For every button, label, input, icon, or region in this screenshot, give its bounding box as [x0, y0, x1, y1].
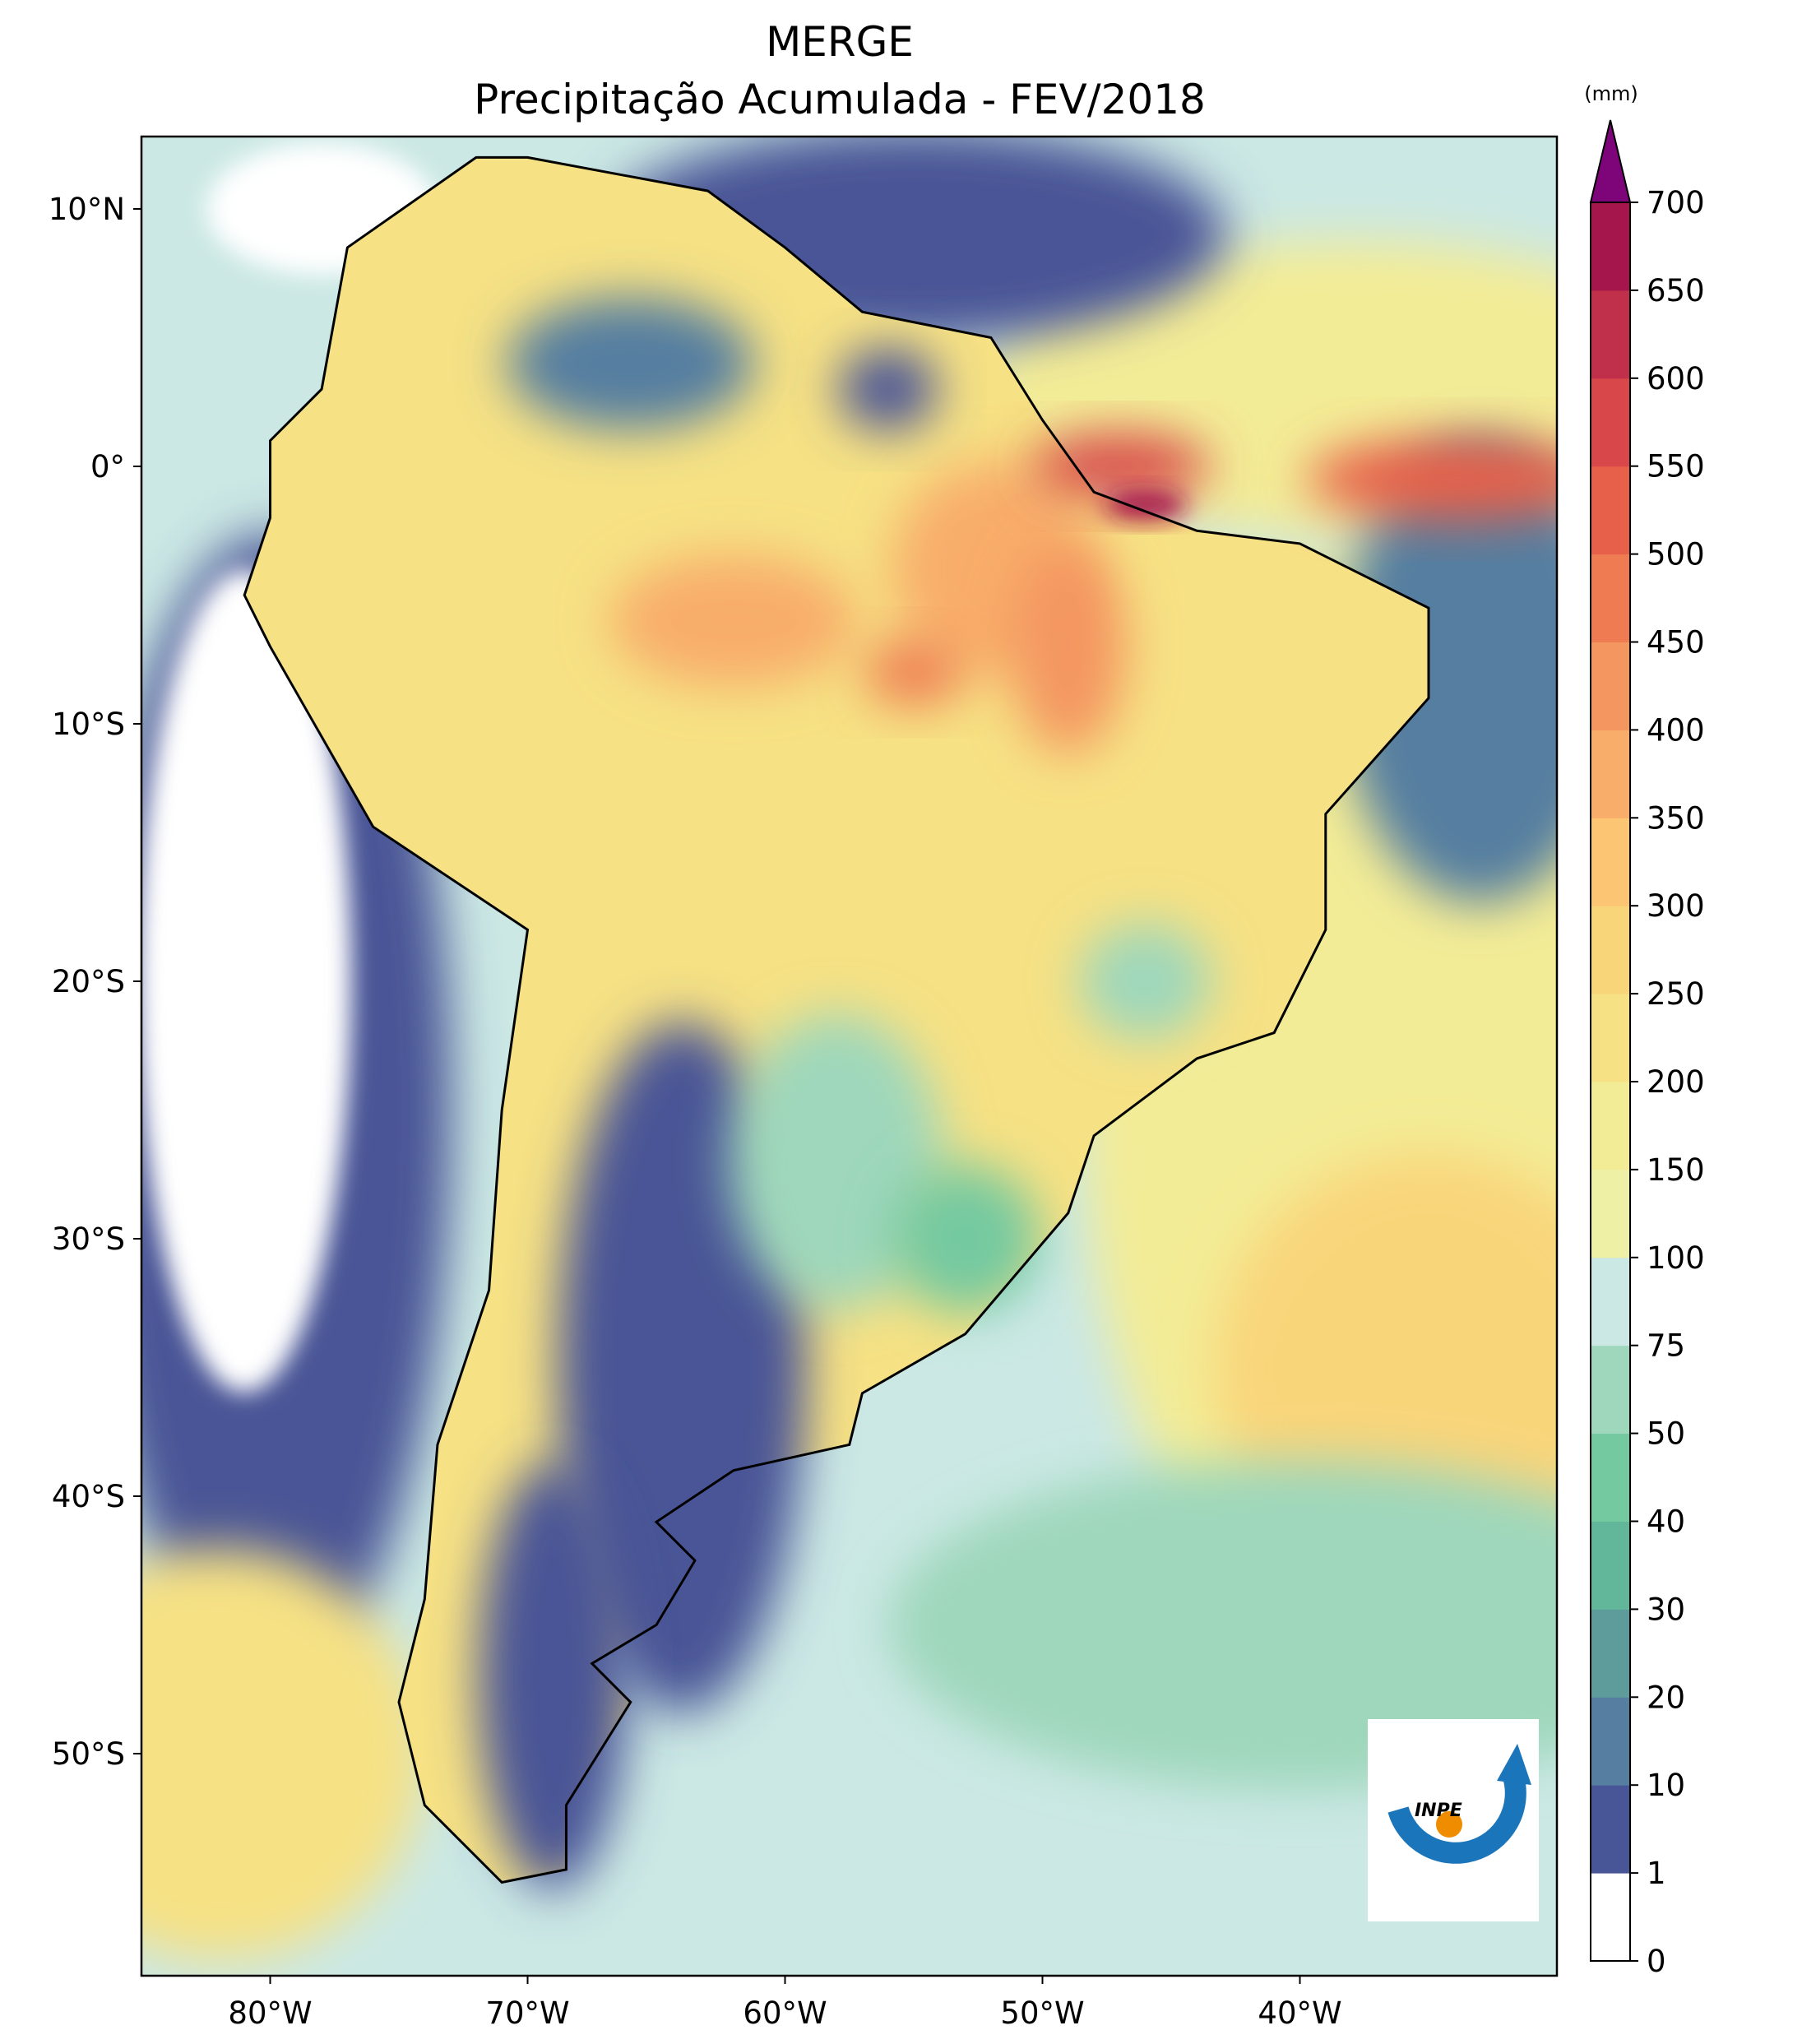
ocean-field — [1340, 442, 1557, 903]
colorbar-swatch — [1591, 1257, 1630, 1346]
colorbar-label: 250 — [1647, 976, 1705, 1012]
lon-tick-label: 60°W — [743, 1995, 827, 2031]
logo-arrow — [1497, 1744, 1531, 1785]
land-field — [1010, 540, 1126, 754]
colorbar-swatch — [1591, 1785, 1630, 1874]
lat-tick-label: 40°S — [52, 1479, 125, 1514]
logo: INPE — [1368, 1719, 1539, 1921]
lat-tick-label: 30°S — [52, 1221, 125, 1257]
colorbar-label: 0 — [1647, 1944, 1666, 1979]
colorbar-swatch — [1591, 1345, 1630, 1435]
land-field — [838, 348, 938, 431]
land-field — [1104, 489, 1187, 520]
subtitle: Precipitação Acumulada - FEV/2018 — [474, 76, 1206, 123]
lat-tick-label: 0° — [90, 449, 125, 484]
land-field — [864, 639, 963, 706]
land-field — [1306, 438, 1557, 521]
colorbar-swatch — [1591, 1169, 1630, 1258]
colorbar-label: 700 — [1647, 185, 1705, 220]
colorbar-label: 450 — [1647, 625, 1705, 660]
land-field — [1029, 433, 1211, 499]
colorbar-label: 30 — [1647, 1592, 1685, 1627]
colorbar-swatch — [1591, 290, 1630, 379]
lon-tick-label: 40°W — [1258, 1995, 1341, 2031]
lat-tick-label: 50°S — [52, 1736, 125, 1772]
colorbar-label: 40 — [1647, 1504, 1685, 1540]
colorbar-label: 50 — [1647, 1416, 1685, 1452]
lon-tick-label: 70°W — [485, 1995, 569, 2031]
colorbar-swatch — [1591, 906, 1630, 994]
land-field — [479, 1462, 628, 1891]
logo-arc — [1387, 1773, 1526, 1864]
colorbar-swatch — [1591, 994, 1630, 1082]
ocean-field — [888, 1460, 1557, 1790]
colorbar-label: 350 — [1647, 800, 1705, 836]
ocean-field — [141, 570, 352, 1393]
colorbar-label: 10 — [1647, 1768, 1685, 1803]
colorbar: 0 1 10 20 30 40 50 75 100 150 200 250 300 350 400 450 50… — [1589, 119, 1705, 1979]
colorbar-swatch — [1591, 1433, 1630, 1522]
colorbar-label: 300 — [1647, 888, 1705, 924]
land-field — [1079, 924, 1211, 1039]
map-frame — [140, 135, 1559, 1977]
colorbar-swatch — [1591, 466, 1630, 555]
colorbar-label: 400 — [1647, 712, 1705, 748]
lat-tick-label: 10°S — [52, 707, 125, 742]
colorbar-label: 100 — [1647, 1240, 1705, 1276]
colorbar-swatch — [1591, 202, 1630, 291]
colorbar-swatch — [1591, 818, 1630, 906]
title: MERGE — [766, 18, 914, 66]
colorbar-label: 650 — [1647, 273, 1705, 308]
colorbar-label: 75 — [1647, 1328, 1685, 1364]
colorbar-swatch — [1591, 1082, 1630, 1170]
colorbar-label: 550 — [1647, 449, 1705, 484]
colorbar-extend — [1589, 119, 1632, 203]
colorbar-swatch — [1591, 378, 1630, 467]
colorbar-label: 150 — [1647, 1152, 1705, 1188]
lat-tick-label: 10°N — [49, 192, 125, 227]
colorbar-label: 600 — [1647, 361, 1705, 396]
colorbar-swatch — [1591, 730, 1630, 818]
land-field — [730, 1013, 944, 1310]
land-field — [891, 1165, 1040, 1313]
land-field — [609, 554, 857, 687]
colorbar-swatch — [1591, 1873, 1630, 1962]
logo-text: INPE — [1415, 1801, 1462, 1821]
colorbar-swatch — [1591, 1521, 1630, 1610]
colorbar-swatch — [1591, 1609, 1630, 1698]
coastline — [243, 155, 1430, 1884]
logo-dot — [1436, 1811, 1462, 1838]
colorbar-unit: (mm) — [1584, 82, 1638, 105]
colorbar-swatch — [1591, 1697, 1630, 1786]
map-area — [141, 137, 1557, 1976]
colorbar-label: 500 — [1647, 537, 1705, 572]
lat-tick-label: 20°S — [52, 964, 125, 999]
colorbar-label: 20 — [1647, 1680, 1685, 1715]
colorbar-swatch — [1591, 554, 1630, 642]
colorbar-swatch — [1591, 642, 1630, 730]
ocean-field — [141, 1548, 424, 1959]
land-field — [507, 297, 754, 429]
lon-tick-label: 50°W — [1000, 1995, 1084, 2031]
colorbar-label: 200 — [1647, 1064, 1705, 1100]
lon-tick-label: 80°W — [228, 1995, 312, 2031]
colorbar-label: 1 — [1647, 1856, 1666, 1891]
